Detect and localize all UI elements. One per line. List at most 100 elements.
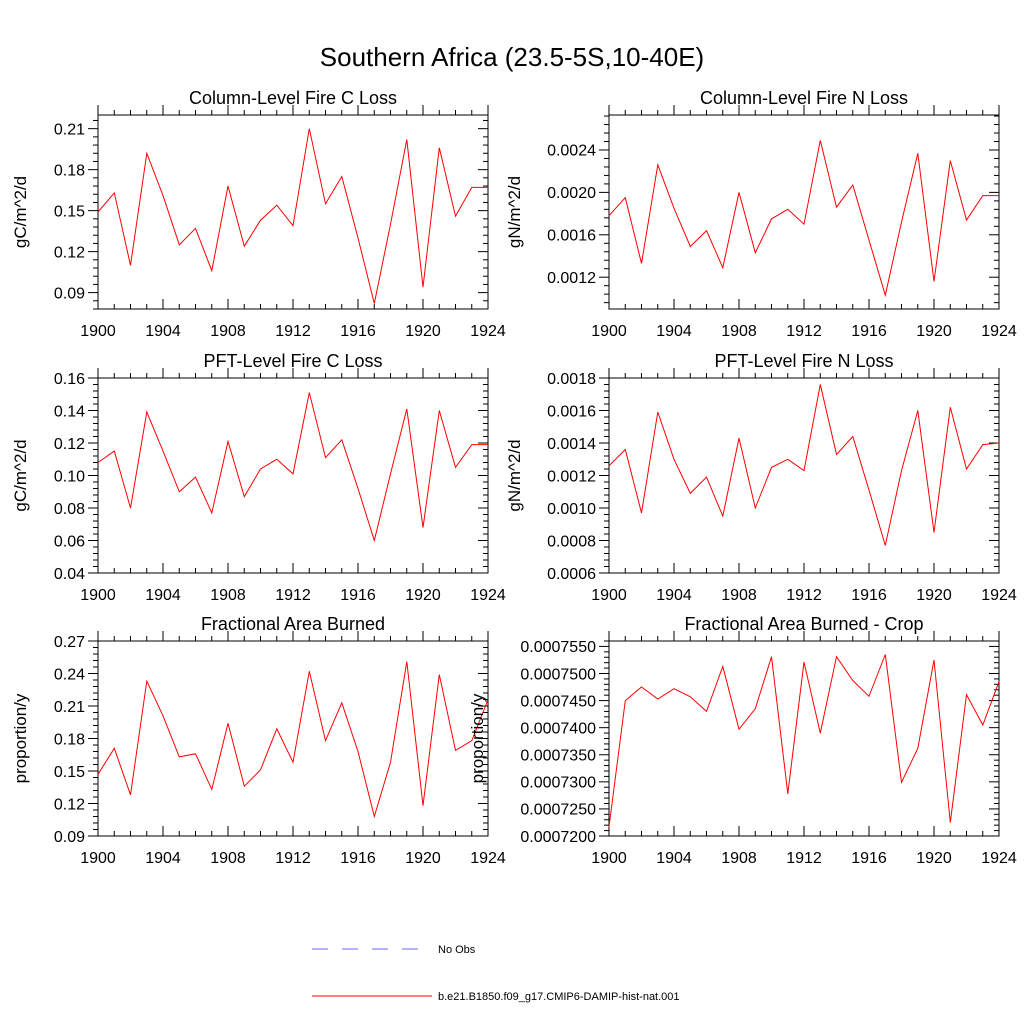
x-tick-label: 1924 bbox=[981, 323, 1017, 340]
panel-3: PFT-Level Fire C Loss gC/m^2/d 1900 1904 190… bbox=[11, 351, 506, 604]
y-axis-label: gC/m^2/d bbox=[11, 176, 30, 248]
x-tick-label: 1916 bbox=[340, 323, 376, 340]
y-tick-label: 0.16 bbox=[54, 371, 85, 388]
series-line bbox=[608, 384, 1000, 546]
x-tick-label: 1912 bbox=[786, 850, 822, 867]
y-tick-label: 0.15 bbox=[54, 203, 85, 220]
y-tick-label: 0.12 bbox=[54, 796, 85, 813]
plot-frame bbox=[97, 114, 489, 310]
y-tick-label: 0.06 bbox=[54, 533, 85, 550]
y-tick-label: 0.24 bbox=[54, 666, 85, 683]
series-line bbox=[97, 392, 488, 543]
y-axis-label: gC/m^2/d bbox=[11, 439, 30, 511]
y-tick-label: 0.0007400 bbox=[520, 720, 596, 737]
series-line bbox=[97, 128, 488, 304]
x-tick-label: 1900 bbox=[591, 850, 627, 867]
panel-4: PFT-Level Fire N Loss gN/m^2/d 1900 1904 190… bbox=[505, 351, 1017, 604]
y-tick-label: 0.0020 bbox=[547, 185, 596, 202]
x-tick-label: 1916 bbox=[340, 587, 376, 604]
x-tick-label: 1924 bbox=[981, 587, 1017, 604]
plot-frame bbox=[608, 114, 1000, 310]
x-tick-label: 1916 bbox=[851, 587, 887, 604]
x-tick-label: 1920 bbox=[916, 850, 952, 867]
y-tick-label: 0.0024 bbox=[547, 143, 596, 160]
y-tick-label: 0.0007200 bbox=[520, 829, 596, 846]
x-tick-label: 1908 bbox=[210, 850, 246, 867]
x-tick-label: 1920 bbox=[916, 587, 952, 604]
x-tick-label: 1904 bbox=[656, 323, 692, 340]
x-tick-label: 1916 bbox=[340, 850, 376, 867]
x-tick-label: 1908 bbox=[210, 587, 246, 604]
panel-6: Fractional Area Burned - Crop proportion/… bbox=[468, 614, 1017, 867]
y-axis-label: proportion/y bbox=[11, 693, 30, 783]
y-tick-label: 0.09 bbox=[54, 285, 85, 302]
y-axis-label: proportion/y bbox=[468, 693, 487, 783]
x-tick-label: 1904 bbox=[145, 323, 181, 340]
x-tick-label: 1920 bbox=[916, 323, 952, 340]
plot-frame bbox=[608, 640, 1000, 837]
main-title: Southern Africa (23.5-5S,10-40E) bbox=[320, 42, 704, 72]
plot-frame bbox=[97, 640, 489, 837]
panel-2: Column-Level Fire N Loss gN/m^2/d 1900 1904… bbox=[505, 88, 1017, 340]
x-tick-label: 1916 bbox=[851, 850, 887, 867]
y-tick-label: 0.0007350 bbox=[520, 748, 596, 765]
y-tick-label: 0.27 bbox=[54, 634, 85, 651]
panel-1: Column-Level Fire C Loss gC/m^2/d 1900 1904… bbox=[11, 88, 506, 340]
x-tick-label: 1924 bbox=[470, 587, 506, 604]
plot-frame bbox=[97, 377, 489, 574]
x-tick-label: 1904 bbox=[656, 850, 692, 867]
y-tick-label: 0.0007500 bbox=[520, 666, 596, 683]
x-tick-label: 1920 bbox=[405, 323, 441, 340]
x-tick-label: 1916 bbox=[851, 323, 887, 340]
x-tick-label: 1900 bbox=[80, 323, 116, 340]
panel-title: Fractional Area Burned - Crop bbox=[684, 614, 923, 634]
series-line bbox=[608, 654, 1000, 827]
x-tick-label: 1904 bbox=[656, 587, 692, 604]
y-tick-label: 0.21 bbox=[54, 121, 85, 138]
y-tick-label: 0.18 bbox=[54, 162, 85, 179]
legend: No Obs b.e21.B1850.f09_g17.CMIP6-DAMIP-h… bbox=[312, 944, 680, 1003]
panel-title: Column-Level Fire C Loss bbox=[189, 88, 397, 108]
y-tick-label: 0.04 bbox=[54, 566, 85, 583]
x-tick-label: 1912 bbox=[786, 587, 822, 604]
panel-title: Column-Level Fire N Loss bbox=[700, 88, 908, 108]
legend-label-no-obs: No Obs bbox=[438, 944, 476, 956]
y-axis-label: gN/m^2/d bbox=[505, 176, 524, 248]
y-tick-label: 0.18 bbox=[54, 731, 85, 748]
x-tick-label: 1908 bbox=[721, 323, 757, 340]
y-tick-label: 0.09 bbox=[54, 829, 85, 846]
y-tick-label: 0.14 bbox=[54, 403, 85, 420]
y-tick-label: 0.10 bbox=[54, 468, 85, 485]
x-tick-label: 1900 bbox=[591, 323, 627, 340]
x-tick-label: 1920 bbox=[405, 850, 441, 867]
legend-label-run: b.e21.B1850.f09_g17.CMIP6-DAMIP-hist-nat… bbox=[438, 991, 680, 1003]
x-tick-label: 1924 bbox=[470, 850, 506, 867]
x-tick-label: 1912 bbox=[786, 323, 822, 340]
y-tick-label: 0.12 bbox=[54, 244, 85, 261]
y-tick-label: 0.0016 bbox=[547, 228, 596, 245]
x-tick-label: 1900 bbox=[591, 587, 627, 604]
series-line bbox=[97, 661, 489, 819]
x-tick-label: 1908 bbox=[721, 850, 757, 867]
panel-title: PFT-Level Fire C Loss bbox=[203, 351, 382, 371]
x-tick-label: 1900 bbox=[80, 850, 116, 867]
y-axis-label: gN/m^2/d bbox=[505, 439, 524, 511]
x-tick-label: 1924 bbox=[470, 323, 506, 340]
panels: Column-Level Fire C Loss gC/m^2/d 1900 1904… bbox=[11, 88, 1017, 867]
y-tick-label: 0.0016 bbox=[547, 403, 596, 420]
y-tick-label: 0.0007450 bbox=[520, 693, 596, 710]
x-tick-label: 1904 bbox=[145, 850, 181, 867]
y-tick-label: 0.0007300 bbox=[520, 775, 596, 792]
y-tick-label: 0.0010 bbox=[547, 501, 596, 518]
x-tick-label: 1908 bbox=[210, 323, 246, 340]
x-tick-label: 1904 bbox=[145, 587, 181, 604]
y-tick-label: 0.0014 bbox=[547, 436, 596, 453]
x-tick-label: 1924 bbox=[981, 850, 1017, 867]
x-tick-label: 1912 bbox=[275, 587, 311, 604]
series-line bbox=[608, 140, 999, 298]
y-tick-label: 0.12 bbox=[54, 436, 85, 453]
y-tick-label: 0.21 bbox=[54, 699, 85, 716]
x-tick-label: 1908 bbox=[721, 587, 757, 604]
panel-5: Fractional Area Burned proportion/y 1900 19… bbox=[11, 614, 506, 867]
